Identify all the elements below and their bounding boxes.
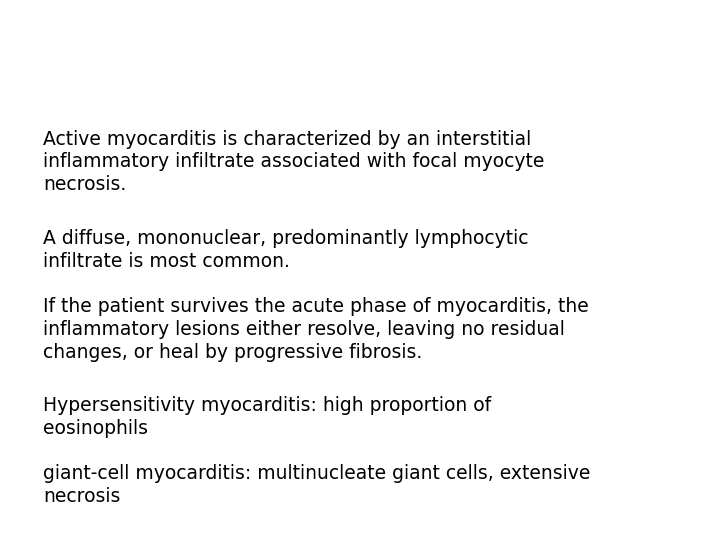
Text: If the patient survives the acute phase of myocarditis, the
inflammatory lesions: If the patient survives the acute phase …	[43, 297, 589, 361]
Text: Hypersensitivity myocarditis: high proportion of
eosinophils: Hypersensitivity myocarditis: high propo…	[43, 396, 491, 438]
Text: A diffuse, mononuclear, predominantly lymphocytic
infiltrate is most common.: A diffuse, mononuclear, predominantly ly…	[43, 229, 528, 271]
Text: Active myocarditis is characterized by an interstitial
inflammatory infiltrate a: Active myocarditis is characterized by a…	[43, 130, 544, 194]
Text: giant-cell myocarditis: multinucleate giant cells, extensive
necrosis: giant-cell myocarditis: multinucleate gi…	[43, 464, 590, 506]
